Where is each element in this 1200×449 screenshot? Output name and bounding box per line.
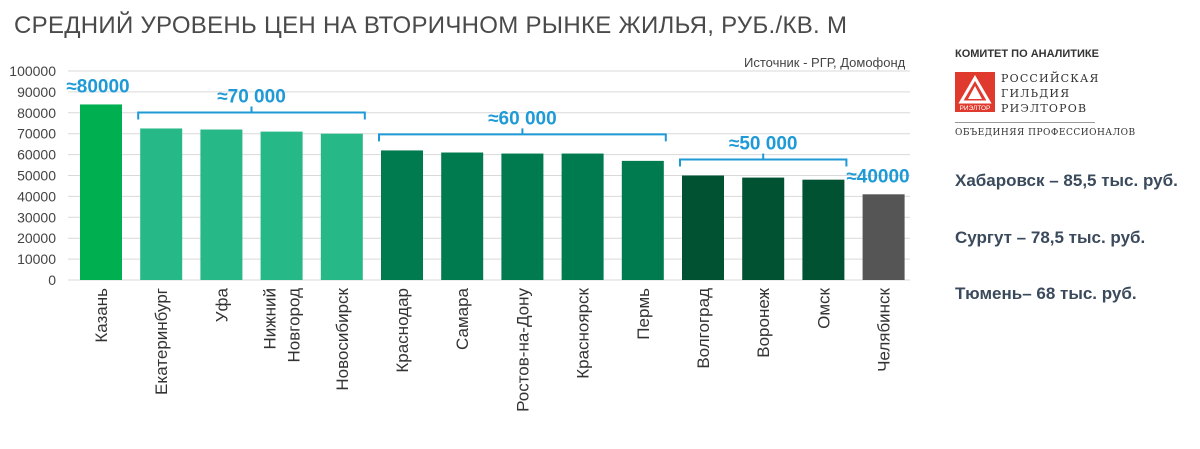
annotation-label-2: ≈60 000 <box>488 108 557 129</box>
side-note-khabarovsk: Хабаровск – 85,5 тыс. руб. <box>955 171 1178 190</box>
x-tick-label-4: Новосибирск <box>333 287 352 390</box>
x-tick-label-1: Екатеринбург <box>152 288 171 395</box>
x-tick-label-7: Ростов-на-Дону <box>513 288 532 412</box>
bar-8 <box>561 153 604 280</box>
x-tick-label-text-8: Красноярск <box>574 287 593 378</box>
x-tick-label-text-7: Ростов-на-Дону <box>513 288 532 412</box>
x-tick-label-12: Омск <box>814 287 833 328</box>
bar-10 <box>682 175 724 280</box>
x-tick-label-6: Самара <box>453 287 472 350</box>
x-tick-label-5: Краснодар <box>393 288 412 373</box>
org-name-line-2: ГИЛЬДИЯ <box>1001 87 1071 100</box>
logo-mark-icon: РИЭЛТОР <box>955 72 995 112</box>
y-tick-label-4: 40000 <box>17 188 56 204</box>
bar-6 <box>441 152 484 280</box>
org-name-line-1: РОССИЙСКАЯ <box>1001 72 1100 85</box>
logo-divider <box>955 122 1095 123</box>
bar-4 <box>320 133 363 280</box>
annotation-label-0: ≈80000 <box>66 76 129 97</box>
annotation-bracket-1 <box>137 106 366 120</box>
side-note-tyumen: Тюмень– 68 тыс. руб. <box>955 284 1137 303</box>
x-tick-label-text-10: Волгоград <box>694 288 713 369</box>
bar-3 <box>260 131 303 280</box>
y-tick-label-6: 60000 <box>17 147 56 163</box>
y-tick-label-3: 30000 <box>17 209 56 225</box>
bar-12 <box>802 179 845 280</box>
x-tick-label-11: Воронеж <box>754 287 773 357</box>
bar-11 <box>742 177 785 280</box>
bar-0 <box>80 104 122 280</box>
rgr-logo: КОМИТЕТ ПО АНАЛИТИКЕ РИЭЛТОР РОССИЙСКАЯ … <box>955 48 1195 148</box>
x-tick-label-0: Казань <box>92 288 111 343</box>
x-tick-label-text-0: Казань <box>92 288 111 343</box>
x-tick-label-text-6: Самара <box>453 287 472 350</box>
org-name-line-3: РИЭЛТОРОВ <box>1001 102 1088 115</box>
annotation-label-3: ≈50 000 <box>729 134 798 155</box>
bar-5 <box>381 150 423 280</box>
annotation-bracket-2 <box>378 128 667 142</box>
x-tick-label-8: Красноярск <box>574 287 593 378</box>
committee-label: КОМИТЕТ ПО АНАЛИТИКЕ <box>955 48 1099 60</box>
side-note-surgut: Сургут – 78,5 тыс. руб. <box>955 228 1146 247</box>
x-tick-label-text-12: Омск <box>814 287 833 328</box>
bar-7 <box>501 153 544 280</box>
x-tick-label-text-13: Челябинск <box>875 287 894 371</box>
x-tick-label-13: Челябинск <box>875 287 894 371</box>
y-tick-label-7: 70000 <box>17 126 56 142</box>
x-tick-label-text-4: Новосибирск <box>333 287 352 390</box>
chart-title: СРЕДНИЙ УРОВЕНЬ ЦЕН НА ВТОРИЧНОМ РЫНКЕ Ж… <box>14 12 848 39</box>
y-tick-label-0: 0 <box>48 272 56 288</box>
y-tick-label-10: 100000 <box>9 63 56 79</box>
y-tick-label-8: 80000 <box>17 105 56 121</box>
org-name: РОССИЙСКАЯ ГИЛЬДИЯ РИЭЛТОРОВ <box>1001 71 1100 116</box>
y-tick-label-2: 20000 <box>17 230 56 246</box>
x-tick-label-text-11: Воронеж <box>754 287 773 357</box>
x-tick-label-2: Уфа <box>212 287 231 322</box>
y-tick-label-5: 50000 <box>17 168 56 184</box>
logo-badge-text: РИЭЛТОР <box>960 105 991 112</box>
chart-source: Источник - РГР, Домофонд <box>744 55 906 70</box>
bar-9 <box>621 160 664 280</box>
annotation-label-4: ≈40000 <box>846 166 909 187</box>
x-tick-label-text-2: Уфа <box>212 287 231 322</box>
annotation-label-1: ≈70 000 <box>217 86 286 107</box>
bar-13 <box>862 194 905 280</box>
x-tick-label-10: Волгоград <box>694 288 713 369</box>
bar-1 <box>140 128 183 280</box>
logo-tagline: ОБЪЕДИНЯЯ ПРОФЕССИОНАЛОВ <box>955 128 1136 138</box>
annotation-bracket-3 <box>679 153 848 167</box>
bar-2 <box>200 129 243 280</box>
x-tick-label-3: Нижний Новгород <box>261 288 304 363</box>
y-tick-label-9: 90000 <box>17 84 56 100</box>
x-tick-label-text-5: Краснодар <box>393 288 412 373</box>
x-tick-label-9: Пермь <box>634 288 653 340</box>
x-tick-label-text-3: Нижний Новгород <box>261 288 304 363</box>
x-tick-label-text-9: Пермь <box>634 288 653 340</box>
x-tick-label-text-1: Екатеринбург <box>152 288 171 395</box>
y-tick-label-1: 10000 <box>17 251 56 267</box>
